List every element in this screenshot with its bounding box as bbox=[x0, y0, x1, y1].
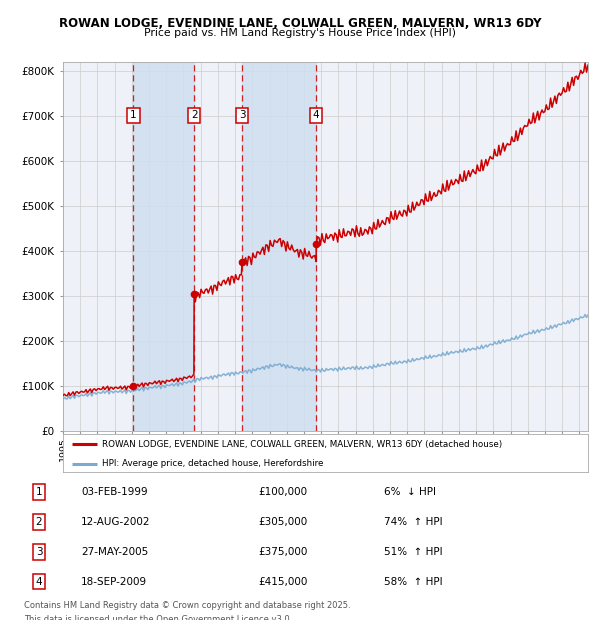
Text: £100,000: £100,000 bbox=[258, 487, 307, 497]
Text: 3: 3 bbox=[35, 547, 43, 557]
Text: 51%  ↑ HPI: 51% ↑ HPI bbox=[384, 547, 443, 557]
Text: ROWAN LODGE, EVENDINE LANE, COLWALL GREEN, MALVERN, WR13 6DY (detached house): ROWAN LODGE, EVENDINE LANE, COLWALL GREE… bbox=[103, 440, 503, 449]
Text: Contains HM Land Registry data © Crown copyright and database right 2025.: Contains HM Land Registry data © Crown c… bbox=[24, 601, 350, 611]
Text: £415,000: £415,000 bbox=[258, 577, 307, 587]
Text: 18-SEP-2009: 18-SEP-2009 bbox=[81, 577, 147, 587]
Text: HPI: Average price, detached house, Herefordshire: HPI: Average price, detached house, Here… bbox=[103, 459, 324, 469]
Text: 6%  ↓ HPI: 6% ↓ HPI bbox=[384, 487, 436, 497]
Text: ROWAN LODGE, EVENDINE LANE, COLWALL GREEN, MALVERN, WR13 6DY: ROWAN LODGE, EVENDINE LANE, COLWALL GREE… bbox=[59, 17, 541, 30]
Text: 03-FEB-1999: 03-FEB-1999 bbox=[81, 487, 148, 497]
Text: 2: 2 bbox=[191, 110, 197, 120]
Text: 1: 1 bbox=[35, 487, 43, 497]
Text: Price paid vs. HM Land Registry's House Price Index (HPI): Price paid vs. HM Land Registry's House … bbox=[144, 28, 456, 38]
Text: 4: 4 bbox=[313, 110, 320, 120]
Bar bbox=[133, 62, 194, 431]
Bar bbox=[242, 62, 316, 431]
Text: 74%  ↑ HPI: 74% ↑ HPI bbox=[384, 517, 443, 527]
Text: £375,000: £375,000 bbox=[258, 547, 307, 557]
Text: 4: 4 bbox=[35, 577, 43, 587]
Text: This data is licensed under the Open Government Licence v3.0.: This data is licensed under the Open Gov… bbox=[24, 615, 292, 620]
Text: 2: 2 bbox=[35, 517, 43, 527]
Text: 58%  ↑ HPI: 58% ↑ HPI bbox=[384, 577, 443, 587]
Text: 12-AUG-2002: 12-AUG-2002 bbox=[81, 517, 151, 527]
Text: 1: 1 bbox=[130, 110, 137, 120]
Text: £305,000: £305,000 bbox=[258, 517, 307, 527]
Text: 3: 3 bbox=[239, 110, 245, 120]
Text: 27-MAY-2005: 27-MAY-2005 bbox=[81, 547, 148, 557]
